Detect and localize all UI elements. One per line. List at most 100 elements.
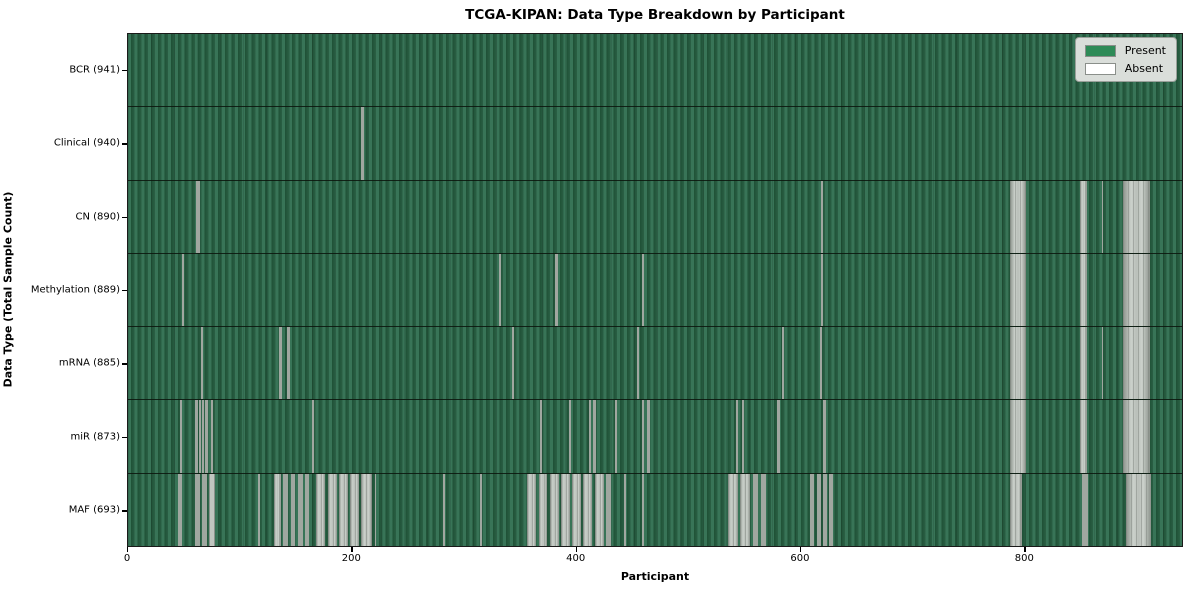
absent-stripe	[316, 473, 326, 546]
absent-stripe	[637, 327, 640, 400]
chart-title: TCGA-KIPAN: Data Type Breakdown by Parti…	[465, 7, 845, 23]
absent-stripe	[1122, 180, 1150, 253]
absent-stripe	[327, 473, 337, 546]
absent-stripe	[823, 473, 827, 546]
row-methylation	[128, 252, 1182, 327]
absent-stripe	[298, 473, 303, 546]
absent-stripe	[195, 400, 198, 473]
absent-stripe	[1080, 400, 1087, 473]
y-tick-label: BCR (941)	[69, 64, 120, 76]
absent-stripe	[583, 473, 593, 546]
absent-stripe	[338, 473, 348, 546]
absent-stripe	[549, 473, 559, 546]
absent-stripe	[555, 253, 558, 327]
row-mir	[128, 399, 1182, 473]
absent-stripe	[202, 473, 207, 546]
x-tick-mark	[127, 547, 129, 552]
absent-stripe	[781, 327, 785, 400]
absent-stripe	[809, 473, 815, 546]
absent-stripe	[740, 473, 751, 546]
absent-stripe	[361, 473, 373, 546]
absent-stripe	[1009, 400, 1027, 473]
legend-entry-present: Present	[1084, 44, 1166, 57]
absent-stripe	[1126, 473, 1151, 546]
absent-stripe	[1009, 327, 1027, 400]
absent-stripe	[539, 400, 542, 473]
x-tick-mark	[575, 547, 578, 552]
absent-stripe	[641, 253, 644, 327]
x-tick-mark	[351, 547, 353, 552]
absent-stripe	[821, 253, 824, 327]
absent-stripe	[560, 473, 570, 546]
y-tick-label: CN (890)	[75, 211, 120, 223]
row-maf	[128, 472, 1182, 546]
y-tick-mark	[122, 436, 127, 439]
absent-stripe	[1122, 253, 1150, 327]
absent-stripe	[1122, 327, 1150, 400]
absent-stripe	[198, 400, 201, 473]
absent-stripe	[181, 253, 185, 327]
x-axis-label: Participant	[620, 570, 690, 583]
x-tick-label: 800	[1014, 553, 1034, 564]
absent-stripe	[588, 400, 592, 473]
absent-stripe	[1101, 180, 1104, 253]
absent-stripe	[258, 473, 261, 546]
absent-swatch	[1084, 62, 1116, 75]
absent-stripe	[287, 327, 290, 400]
absent-stripe	[282, 473, 289, 546]
absent-stripe	[593, 400, 596, 473]
absent-stripe	[374, 473, 376, 546]
absent-stripe	[647, 400, 650, 473]
absent-stripe	[443, 473, 446, 546]
absent-stripe	[1122, 400, 1150, 473]
absent-stripe	[741, 400, 744, 473]
y-tick-mark	[122, 69, 127, 72]
absent-stripe	[568, 400, 572, 473]
absent-stripe	[623, 473, 626, 546]
row-bcr	[128, 34, 1182, 107]
y-tick-label: mRNA (885)	[58, 357, 120, 369]
plot-area	[127, 33, 1183, 547]
y-tick-label: Methylation (889)	[30, 284, 120, 296]
absent-stripe	[178, 473, 182, 546]
legend: Present Absent	[1074, 37, 1177, 82]
absent-stripe	[614, 400, 617, 473]
absent-stripe	[829, 473, 834, 546]
absent-stripe	[527, 473, 537, 546]
absent-stripe	[499, 253, 502, 327]
legend-label-present: Present	[1124, 44, 1166, 57]
x-tick-label: 600	[790, 553, 810, 564]
absent-stripe	[273, 473, 281, 546]
absent-stripe	[511, 327, 514, 400]
absent-stripe	[196, 180, 200, 253]
absent-stripe	[1082, 473, 1089, 546]
absent-stripe	[350, 473, 360, 546]
absent-stripe	[290, 473, 296, 546]
absent-stripe	[1009, 180, 1027, 253]
y-tick-mark	[122, 290, 127, 292]
absent-stripe	[1009, 473, 1022, 546]
absent-stripe	[605, 473, 612, 546]
absent-stripe	[823, 400, 826, 473]
y-tick-mark	[122, 363, 127, 365]
absent-stripe	[361, 107, 364, 180]
absent-stripe	[1080, 327, 1087, 400]
absent-stripe	[311, 400, 315, 473]
x-tick-label: 400	[566, 553, 586, 564]
absent-stripe	[821, 180, 824, 253]
absent-stripe	[538, 473, 548, 546]
absent-stripe	[816, 473, 822, 546]
absent-stripe	[208, 473, 216, 546]
y-tick-mark	[122, 510, 127, 512]
absent-stripe	[202, 400, 205, 473]
legend-label-absent: Absent	[1124, 62, 1164, 75]
absent-stripe	[1009, 253, 1027, 327]
absent-stripe	[279, 327, 282, 400]
row-clinical	[128, 106, 1182, 180]
present-swatch	[1084, 44, 1116, 57]
absent-stripe	[480, 473, 483, 546]
absent-stripe	[777, 400, 780, 473]
absent-stripe	[195, 473, 200, 546]
absent-stripe	[1080, 180, 1087, 253]
